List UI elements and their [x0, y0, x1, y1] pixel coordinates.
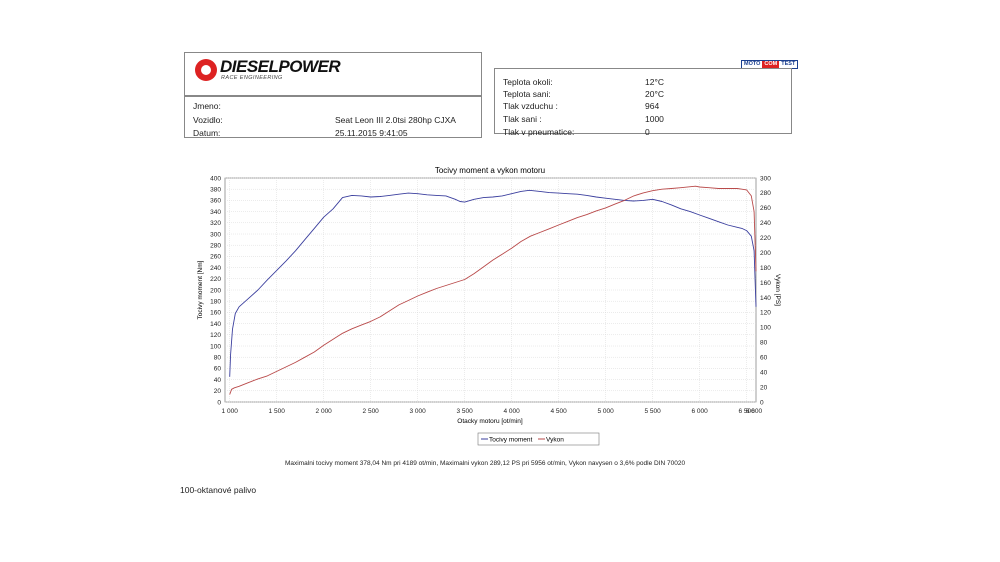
y-tick-label: 100	[210, 343, 221, 350]
y-tick-label: 300	[210, 231, 221, 238]
cond-label-ambient-temp: Teplota okoli:	[503, 77, 553, 87]
y-tick-label: 140	[210, 321, 221, 328]
x-tick-label: 6 500	[738, 408, 755, 415]
y-tick-label: 0	[217, 399, 221, 406]
y2-tick-label: 180	[760, 265, 771, 272]
y-tick-label: 180	[210, 299, 221, 306]
legend-label-torque: Tocivy moment	[489, 437, 533, 444]
cond-label-intake-pressure: Tlak sani :	[503, 114, 542, 124]
vehicle-label-date: Datum:	[193, 128, 221, 138]
power-line	[229, 185, 757, 395]
logo-panel: DIESELPOWER RACE ENGINEERING	[184, 52, 482, 96]
y-tick-label: 200	[210, 287, 221, 294]
chart-title: Tocivy moment a vykon motoru	[435, 166, 545, 175]
x-tick-label-end: 6 600	[746, 408, 763, 415]
conditions-panel: Teplota okoli: 12°C Teplota sani: 20°C T…	[494, 68, 792, 137]
x-tick-label: 1 000	[222, 408, 239, 415]
y-axis-title: Tocivy moment [Nm]	[197, 260, 204, 319]
dieselpower-logo: DIESELPOWER RACE ENGINEERING	[195, 57, 341, 81]
vehicle-info-panel: Jmeno: Vozidlo: Seat Leon III 2.0tsi 280…	[184, 96, 482, 138]
y-tick-label: 240	[210, 265, 221, 272]
y2-tick-label: 140	[760, 295, 771, 302]
badge-part-3: TEST	[779, 61, 798, 68]
cond-value-air-pressure: 964	[645, 101, 660, 111]
cond-value-ambient-temp: 12°C	[645, 77, 664, 87]
y2-tick-label: 40	[760, 369, 768, 376]
y2-tick-label: 0	[760, 399, 764, 406]
badge-part-1: MOTO	[742, 61, 763, 68]
y-tick-label: 320	[210, 220, 221, 227]
y-tick-label: 20	[214, 388, 222, 395]
cond-value-tire-pressure: 0	[645, 127, 650, 137]
y2-tick-label: 20	[760, 384, 768, 391]
x-tick-label: 5 500	[644, 408, 661, 415]
vehicle-value-date: 25.11.2015 9:41:05	[335, 128, 408, 138]
y2-tick-label: 300	[760, 175, 771, 182]
y-tick-label: 280	[210, 243, 221, 250]
x-tick-label: 2 500	[363, 408, 380, 415]
y2-axis-title: Vykon [PS]	[774, 274, 781, 306]
cond-label-tire-pressure: Tlak v pneumatice:	[503, 127, 575, 137]
y2-tick-label: 240	[760, 220, 771, 227]
x-tick-label: 3 500	[457, 408, 474, 415]
y-tick-label: 220	[210, 276, 221, 283]
x-tick-label: 5 000	[597, 408, 614, 415]
x-tick-label: 2 000	[316, 408, 333, 415]
y2-tick-label: 80	[760, 340, 768, 347]
y-tick-label: 80	[214, 355, 222, 362]
y-tick-label: 400	[210, 175, 221, 182]
y-tick-label: 340	[210, 209, 221, 216]
y2-tick-label: 220	[760, 235, 771, 242]
vehicle-label-car: Vozidlo:	[193, 115, 223, 125]
data-series	[229, 185, 757, 395]
x-tick-label: 3 000	[410, 408, 427, 415]
logo-tagline: RACE ENGINEERING	[221, 75, 283, 81]
x-tick-label: 6 000	[691, 408, 708, 415]
y2-tick-label: 200	[760, 250, 771, 257]
y2-tick-label: 120	[760, 310, 771, 317]
y-tick-label: 120	[210, 332, 221, 339]
x-tick-label: 1 500	[269, 408, 286, 415]
y2-tick-label: 160	[760, 280, 771, 287]
badge-part-2: COM	[762, 61, 780, 68]
legend-label-power: Vykon	[546, 437, 564, 444]
cond-label-intake-temp: Teplota sani:	[503, 89, 551, 99]
grid-lines	[225, 177, 756, 403]
y-tick-label: 40	[214, 377, 222, 384]
plot-area	[224, 177, 757, 403]
x-tick-label: 4 500	[550, 408, 567, 415]
y2-tick-label: 280	[760, 190, 771, 197]
y2-tick-label: 60	[760, 355, 768, 362]
torque-line	[229, 189, 757, 377]
y-tick-label: 380	[210, 187, 221, 194]
y-tick-label: 60	[214, 366, 222, 373]
y-tick-label: 260	[210, 254, 221, 261]
tick-labels: 1 000 1 500 2 000 2 500 3 000 3 500 4 000 4 500…	[210, 175, 771, 415]
cond-label-air-pressure: Tlak vzduchu :	[503, 101, 558, 111]
y-tick-label: 160	[210, 310, 221, 317]
chart-legend: Tocivy moment Vykon	[477, 432, 600, 446]
cond-value-intake-temp: 20°C	[645, 89, 664, 99]
vehicle-label-name: Jmeno:	[193, 101, 221, 111]
vehicle-value-car: Seat Leon III 2.0tsi 280hp CJXA	[335, 115, 456, 125]
x-tick-label: 4 000	[504, 408, 521, 415]
y2-tick-label: 100	[760, 325, 771, 332]
logo-brand: DIESELPOWER	[220, 57, 341, 76]
max-values-summary: Maximalni tocivy moment 378,04 Nm pri 41…	[285, 460, 686, 467]
x-axis-title: Otacky motoru [ot/min]	[457, 418, 523, 425]
turbo-logo-icon	[195, 59, 217, 81]
y-tick-label: 360	[210, 198, 221, 205]
fuel-note: 100-oktanové palivo	[180, 485, 257, 495]
cond-value-intake-pressure: 1000	[645, 114, 664, 124]
y2-tick-label: 260	[760, 205, 771, 212]
